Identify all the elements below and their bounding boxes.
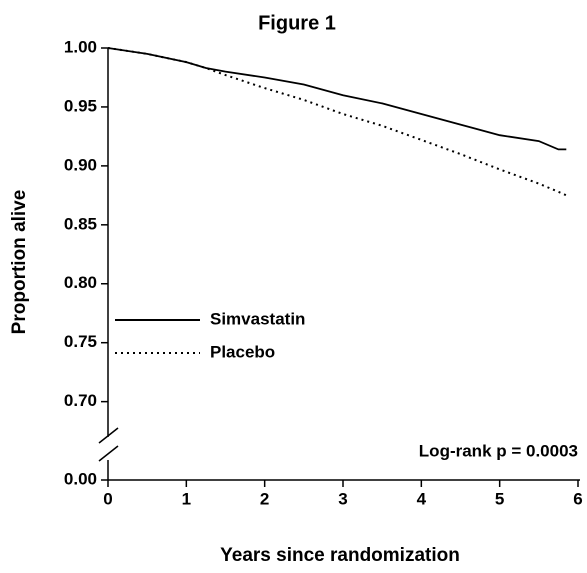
x-tick-label: 1 [182, 489, 191, 508]
x-tick-label: 6 [573, 489, 582, 508]
x-tick-label: 2 [260, 489, 269, 508]
y-tick-label: 0.90 [64, 155, 97, 174]
y-axis-label: Proportion alive [9, 190, 30, 335]
x-tick-label: 0 [103, 489, 112, 508]
legend-label: Placebo [210, 342, 275, 361]
x-tick-label: 3 [338, 489, 347, 508]
chart-title: Figure 1 [258, 12, 336, 34]
annotation: Log-rank p = 0.0003 [419, 441, 578, 460]
y-tick-label: 1.00 [64, 37, 97, 56]
axis-break [98, 445, 119, 462]
axis-break [98, 427, 119, 444]
x-axis-label: Years since randomization [220, 545, 460, 566]
y-tick-label: 0.00 [64, 469, 97, 488]
y-tick-label: 0.95 [64, 96, 97, 115]
legend-label: Simvastatin [210, 309, 305, 328]
y-tick-label: 0.75 [64, 332, 97, 351]
x-tick-label: 5 [495, 489, 504, 508]
series-line [107, 47, 567, 151]
y-tick-label: 0.70 [64, 391, 97, 410]
series-line [107, 47, 567, 197]
y-tick-label: 0.80 [64, 273, 97, 292]
y-tick-label: 0.85 [64, 214, 97, 233]
x-tick-label: 4 [417, 489, 427, 508]
